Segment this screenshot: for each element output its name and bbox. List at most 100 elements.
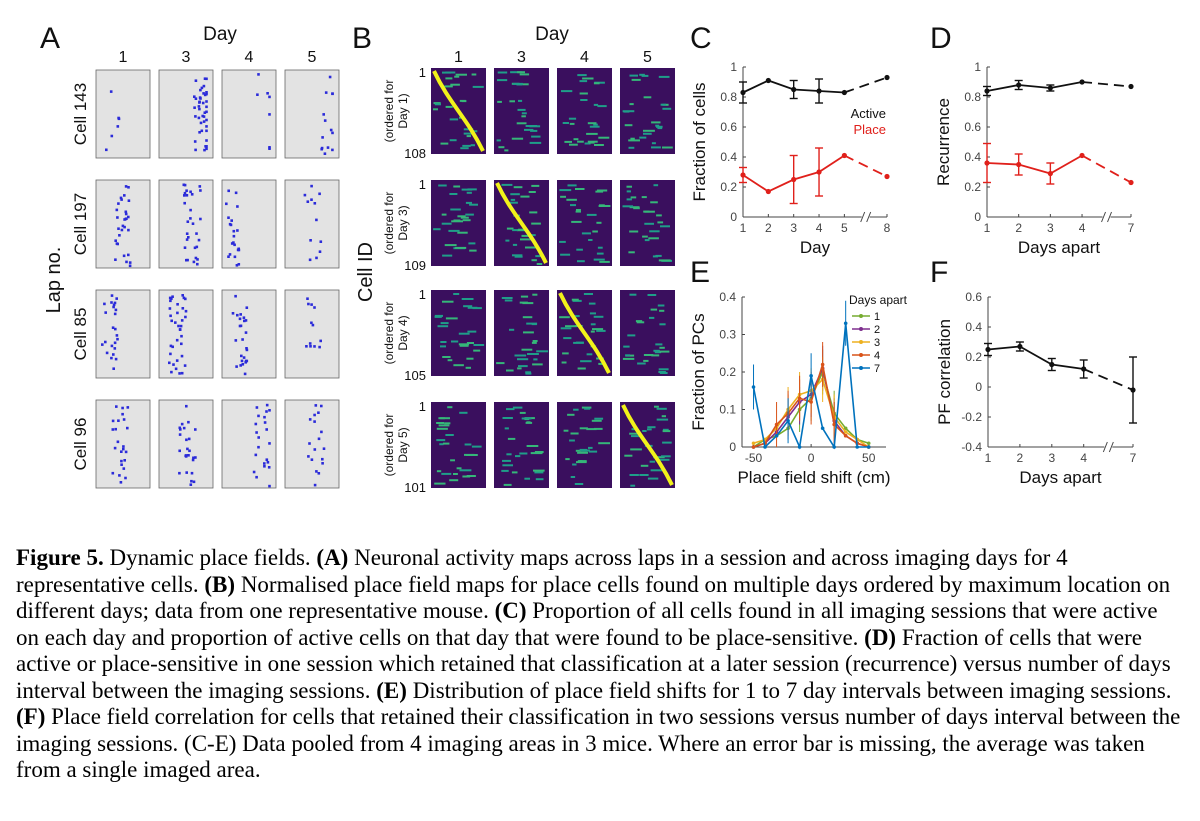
series-point	[763, 445, 767, 449]
heatmap-speckle	[510, 71, 522, 74]
y-tick-label: 0.1	[719, 403, 736, 417]
heatmap-speckle	[459, 411, 468, 414]
heatmap-speckle	[622, 205, 633, 208]
raster-dot	[196, 258, 199, 261]
row-bottom-index: 101	[404, 480, 426, 495]
day-title-b: Day	[535, 24, 569, 45]
raster-dot	[203, 148, 206, 152]
raster-dot	[240, 359, 244, 363]
heatmap-speckle	[662, 107, 672, 110]
raster-dot	[120, 450, 123, 453]
raster-dot	[187, 437, 191, 441]
raster-dot	[121, 224, 125, 228]
raster-dot	[234, 191, 238, 195]
heatmap-speckle	[447, 359, 453, 362]
heatmap-speckle	[650, 469, 662, 472]
raster-dot	[117, 227, 120, 230]
heatmap-speckle	[644, 239, 650, 242]
raster-dot	[123, 194, 126, 197]
row-top-index: 1	[419, 177, 426, 192]
heatmap-speckle	[524, 477, 530, 480]
heatmap-speckle	[526, 322, 538, 325]
series-point	[774, 433, 779, 438]
raster-box	[221, 399, 277, 489]
heatmap-speckle	[453, 185, 461, 188]
raster-dot	[186, 258, 189, 262]
raster-dot	[105, 148, 108, 152]
heatmap-speckle	[531, 184, 540, 187]
raster-dot	[236, 229, 239, 232]
heatmap-speckle	[497, 100, 502, 103]
heatmap-speckle	[524, 128, 534, 131]
raster-dot	[183, 194, 186, 197]
heatmap-speckle	[520, 295, 529, 298]
series-point	[1128, 179, 1134, 186]
heatmap-speckle	[525, 246, 537, 249]
heatmap-speckle	[440, 322, 449, 325]
heatmap-box	[431, 402, 486, 488]
raster-dot	[115, 334, 119, 337]
heatmap-speckle	[531, 135, 541, 138]
raster-dot	[263, 421, 267, 424]
heatmap-speckle	[594, 144, 604, 146]
heatmap-speckle	[597, 246, 603, 249]
heatmap-speckle	[510, 198, 516, 201]
heatmap-speckle	[559, 316, 570, 319]
heatmap-speckle	[461, 188, 473, 191]
heatmap-speckle	[661, 455, 671, 458]
heatmap-speckle	[473, 344, 485, 346]
raster-dot	[205, 125, 208, 128]
heatmap-speckle	[535, 478, 544, 481]
raster-dot	[245, 306, 249, 309]
heatmap-speckle	[576, 248, 583, 251]
raster-dot	[175, 338, 179, 342]
raster-dot	[180, 371, 184, 375]
heatmap-speckle	[532, 293, 538, 296]
heatmap-speckle	[449, 479, 459, 482]
heatmap-speckle	[442, 71, 451, 74]
heatmap-speckle	[513, 186, 523, 189]
legend-label: 7	[874, 363, 880, 375]
heatmap-speckle	[599, 204, 605, 207]
heatmap-speckle	[453, 473, 458, 475]
heatmap-speckle	[660, 103, 666, 106]
heatmap-speckle	[445, 77, 453, 80]
heatmap-speckle	[571, 298, 579, 301]
raster-dot	[255, 475, 258, 479]
day-title-a: Day	[203, 24, 237, 45]
row-top-index: 1	[419, 287, 426, 302]
heatmap-speckle	[455, 73, 467, 76]
raster-dot	[113, 446, 117, 450]
raster-dot	[257, 414, 260, 418]
raster-dot	[306, 200, 310, 203]
heatmap-speckle	[639, 136, 647, 139]
heatmap-speckle	[577, 74, 587, 77]
heatmap-speckle	[434, 482, 446, 485]
raster-dot	[305, 345, 308, 348]
heatmap-speckle	[438, 424, 450, 427]
heatmap-speckle	[451, 220, 463, 223]
heatmap-speckle	[447, 406, 453, 409]
raster-dot	[185, 238, 189, 241]
series-point	[866, 441, 871, 446]
axis-break-mark	[1108, 441, 1114, 453]
heatmap-speckle	[644, 222, 654, 225]
raster-dot	[184, 315, 187, 319]
series-point	[820, 426, 825, 431]
cell-label: Cell 197	[71, 193, 90, 255]
heatmap-speckle	[662, 430, 671, 433]
heatmap-speckle	[512, 229, 518, 232]
series-point	[866, 445, 871, 449]
raster-dot	[125, 260, 128, 264]
raster-dot	[310, 458, 314, 461]
heatmap-speckle	[518, 228, 528, 231]
raster-dot	[205, 100, 208, 103]
raster-dot	[183, 246, 187, 249]
heatmap-speckle	[471, 130, 478, 133]
heatmap-speckle	[518, 99, 523, 102]
raster-dot	[200, 86, 204, 90]
raster-dot	[183, 364, 187, 367]
raster-dot	[255, 431, 258, 434]
raster-dot	[124, 476, 127, 480]
heatmap-speckle	[570, 204, 576, 207]
